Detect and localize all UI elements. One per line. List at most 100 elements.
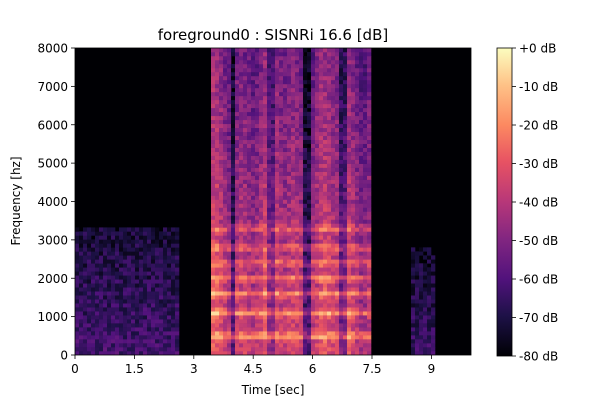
spectrogram-cell xyxy=(319,215,324,220)
spectrogram-cell xyxy=(291,311,296,316)
spectrogram-cell xyxy=(291,339,296,344)
spectrogram-cell xyxy=(331,219,336,224)
spectrogram-cell xyxy=(363,267,368,272)
spectrogram-cell xyxy=(147,279,152,284)
spectrogram-cell xyxy=(139,339,144,344)
spectrogram-cell xyxy=(211,115,216,121)
spectrogram-cell xyxy=(271,115,276,121)
spectrogram-cell xyxy=(363,315,368,320)
spectrogram-cell xyxy=(367,331,372,336)
spectrogram-cell xyxy=(167,259,172,264)
spectrogram-cell xyxy=(331,127,336,133)
spectrogram-cell xyxy=(335,147,340,152)
spectrogram-cell xyxy=(299,323,304,328)
spectrogram-cell xyxy=(135,319,140,324)
spectrogram-cell xyxy=(275,243,280,248)
spectrogram-cell xyxy=(327,231,332,236)
spectrogram-cell xyxy=(339,135,344,141)
spectrogram-cell xyxy=(227,215,232,220)
spectrogram-cell xyxy=(111,267,116,272)
spectrogram-cell xyxy=(431,299,436,304)
spectrogram-cell xyxy=(355,315,360,320)
spectrogram-cell xyxy=(275,115,280,121)
y-tick-label: 8000 xyxy=(37,42,68,56)
spectrogram-cell xyxy=(271,91,276,97)
spectrogram-cell xyxy=(347,203,352,208)
spectrogram-cell xyxy=(263,103,268,109)
spectrogram-cell xyxy=(211,123,216,129)
spectrogram-cell xyxy=(427,275,432,280)
spectrogram-cell xyxy=(359,175,364,180)
spectrogram-cell xyxy=(355,307,360,312)
spectrogram-cell xyxy=(99,275,104,280)
spectrogram-cell xyxy=(219,263,224,268)
spectrogram-cell xyxy=(235,279,240,284)
spectrogram-cell xyxy=(363,67,368,73)
spectrogram-cell xyxy=(287,291,292,296)
spectrogram-cell xyxy=(287,311,292,316)
spectrogram-cell xyxy=(103,239,108,244)
spectrogram-cell xyxy=(279,195,284,200)
spectrogram-cell xyxy=(323,195,328,200)
spectrogram-cell xyxy=(303,235,308,240)
spectrogram-cell xyxy=(231,339,236,344)
spectrogram-cell xyxy=(247,159,252,164)
spectrogram-cell xyxy=(291,283,296,288)
spectrogram-cell xyxy=(287,123,292,129)
spectrogram-cell xyxy=(239,295,244,300)
spectrogram-cell xyxy=(319,227,324,232)
spectrogram-cell xyxy=(215,195,220,200)
spectrogram-cell xyxy=(215,283,220,288)
spectrogram-cell xyxy=(295,107,300,113)
spectrogram-cell xyxy=(347,191,352,196)
spectrogram-cell xyxy=(127,351,132,355)
spectrogram-cell xyxy=(87,343,92,348)
spectrogram-cell xyxy=(223,159,228,164)
spectrogram-cell xyxy=(255,279,260,284)
spectrogram-cell xyxy=(283,91,288,97)
spectrogram-cell xyxy=(343,315,348,320)
spectrogram-cell xyxy=(335,227,340,232)
spectrogram-cell xyxy=(351,279,356,284)
spectrogram-cell xyxy=(335,151,340,156)
spectrogram-cell xyxy=(315,239,320,244)
spectrogram-cell xyxy=(315,263,320,268)
spectrogram-cell xyxy=(363,343,368,348)
spectrogram-cell xyxy=(131,291,136,296)
spectrogram-cell xyxy=(259,255,264,260)
spectrogram-cell xyxy=(227,195,232,200)
spectrogram-cell xyxy=(423,255,428,260)
spectrogram-cell xyxy=(263,255,268,260)
spectrogram-cell xyxy=(131,311,136,316)
spectrogram-cell xyxy=(327,79,332,85)
spectrogram-cell xyxy=(91,295,96,300)
spectrogram-cell xyxy=(331,139,336,144)
spectrogram-cell xyxy=(279,59,284,65)
spectrogram-cell xyxy=(415,251,420,256)
spectrogram-cell xyxy=(75,319,80,324)
spectrogram-cell xyxy=(367,315,372,320)
spectrogram-cell xyxy=(171,263,176,268)
spectrogram-cell xyxy=(331,59,336,65)
spectrogram-cell xyxy=(367,291,372,296)
spectrogram-cell xyxy=(267,235,272,240)
spectrogram-cell xyxy=(355,95,360,101)
spectrogram-cell xyxy=(295,203,300,208)
spectrogram-cell xyxy=(431,291,436,296)
spectrogram-cell xyxy=(335,63,340,69)
spectrogram-cell xyxy=(331,223,336,228)
spectrogram-cell xyxy=(351,147,356,152)
spectrogram-cell xyxy=(231,315,236,320)
spectrogram-cell xyxy=(267,267,272,272)
spectrogram-cell xyxy=(263,323,268,328)
spectrogram-cell xyxy=(235,211,240,216)
spectrogram-cell xyxy=(175,255,180,260)
spectrogram-cell xyxy=(103,283,108,288)
spectrogram-cell xyxy=(415,255,420,260)
spectrogram-cell xyxy=(151,299,156,304)
spectrogram-cell xyxy=(339,155,344,160)
spectrogram-cell xyxy=(311,51,316,57)
spectrogram-cell xyxy=(347,239,352,244)
spectrogram-cell xyxy=(299,327,304,332)
spectrogram-cell xyxy=(255,203,260,208)
